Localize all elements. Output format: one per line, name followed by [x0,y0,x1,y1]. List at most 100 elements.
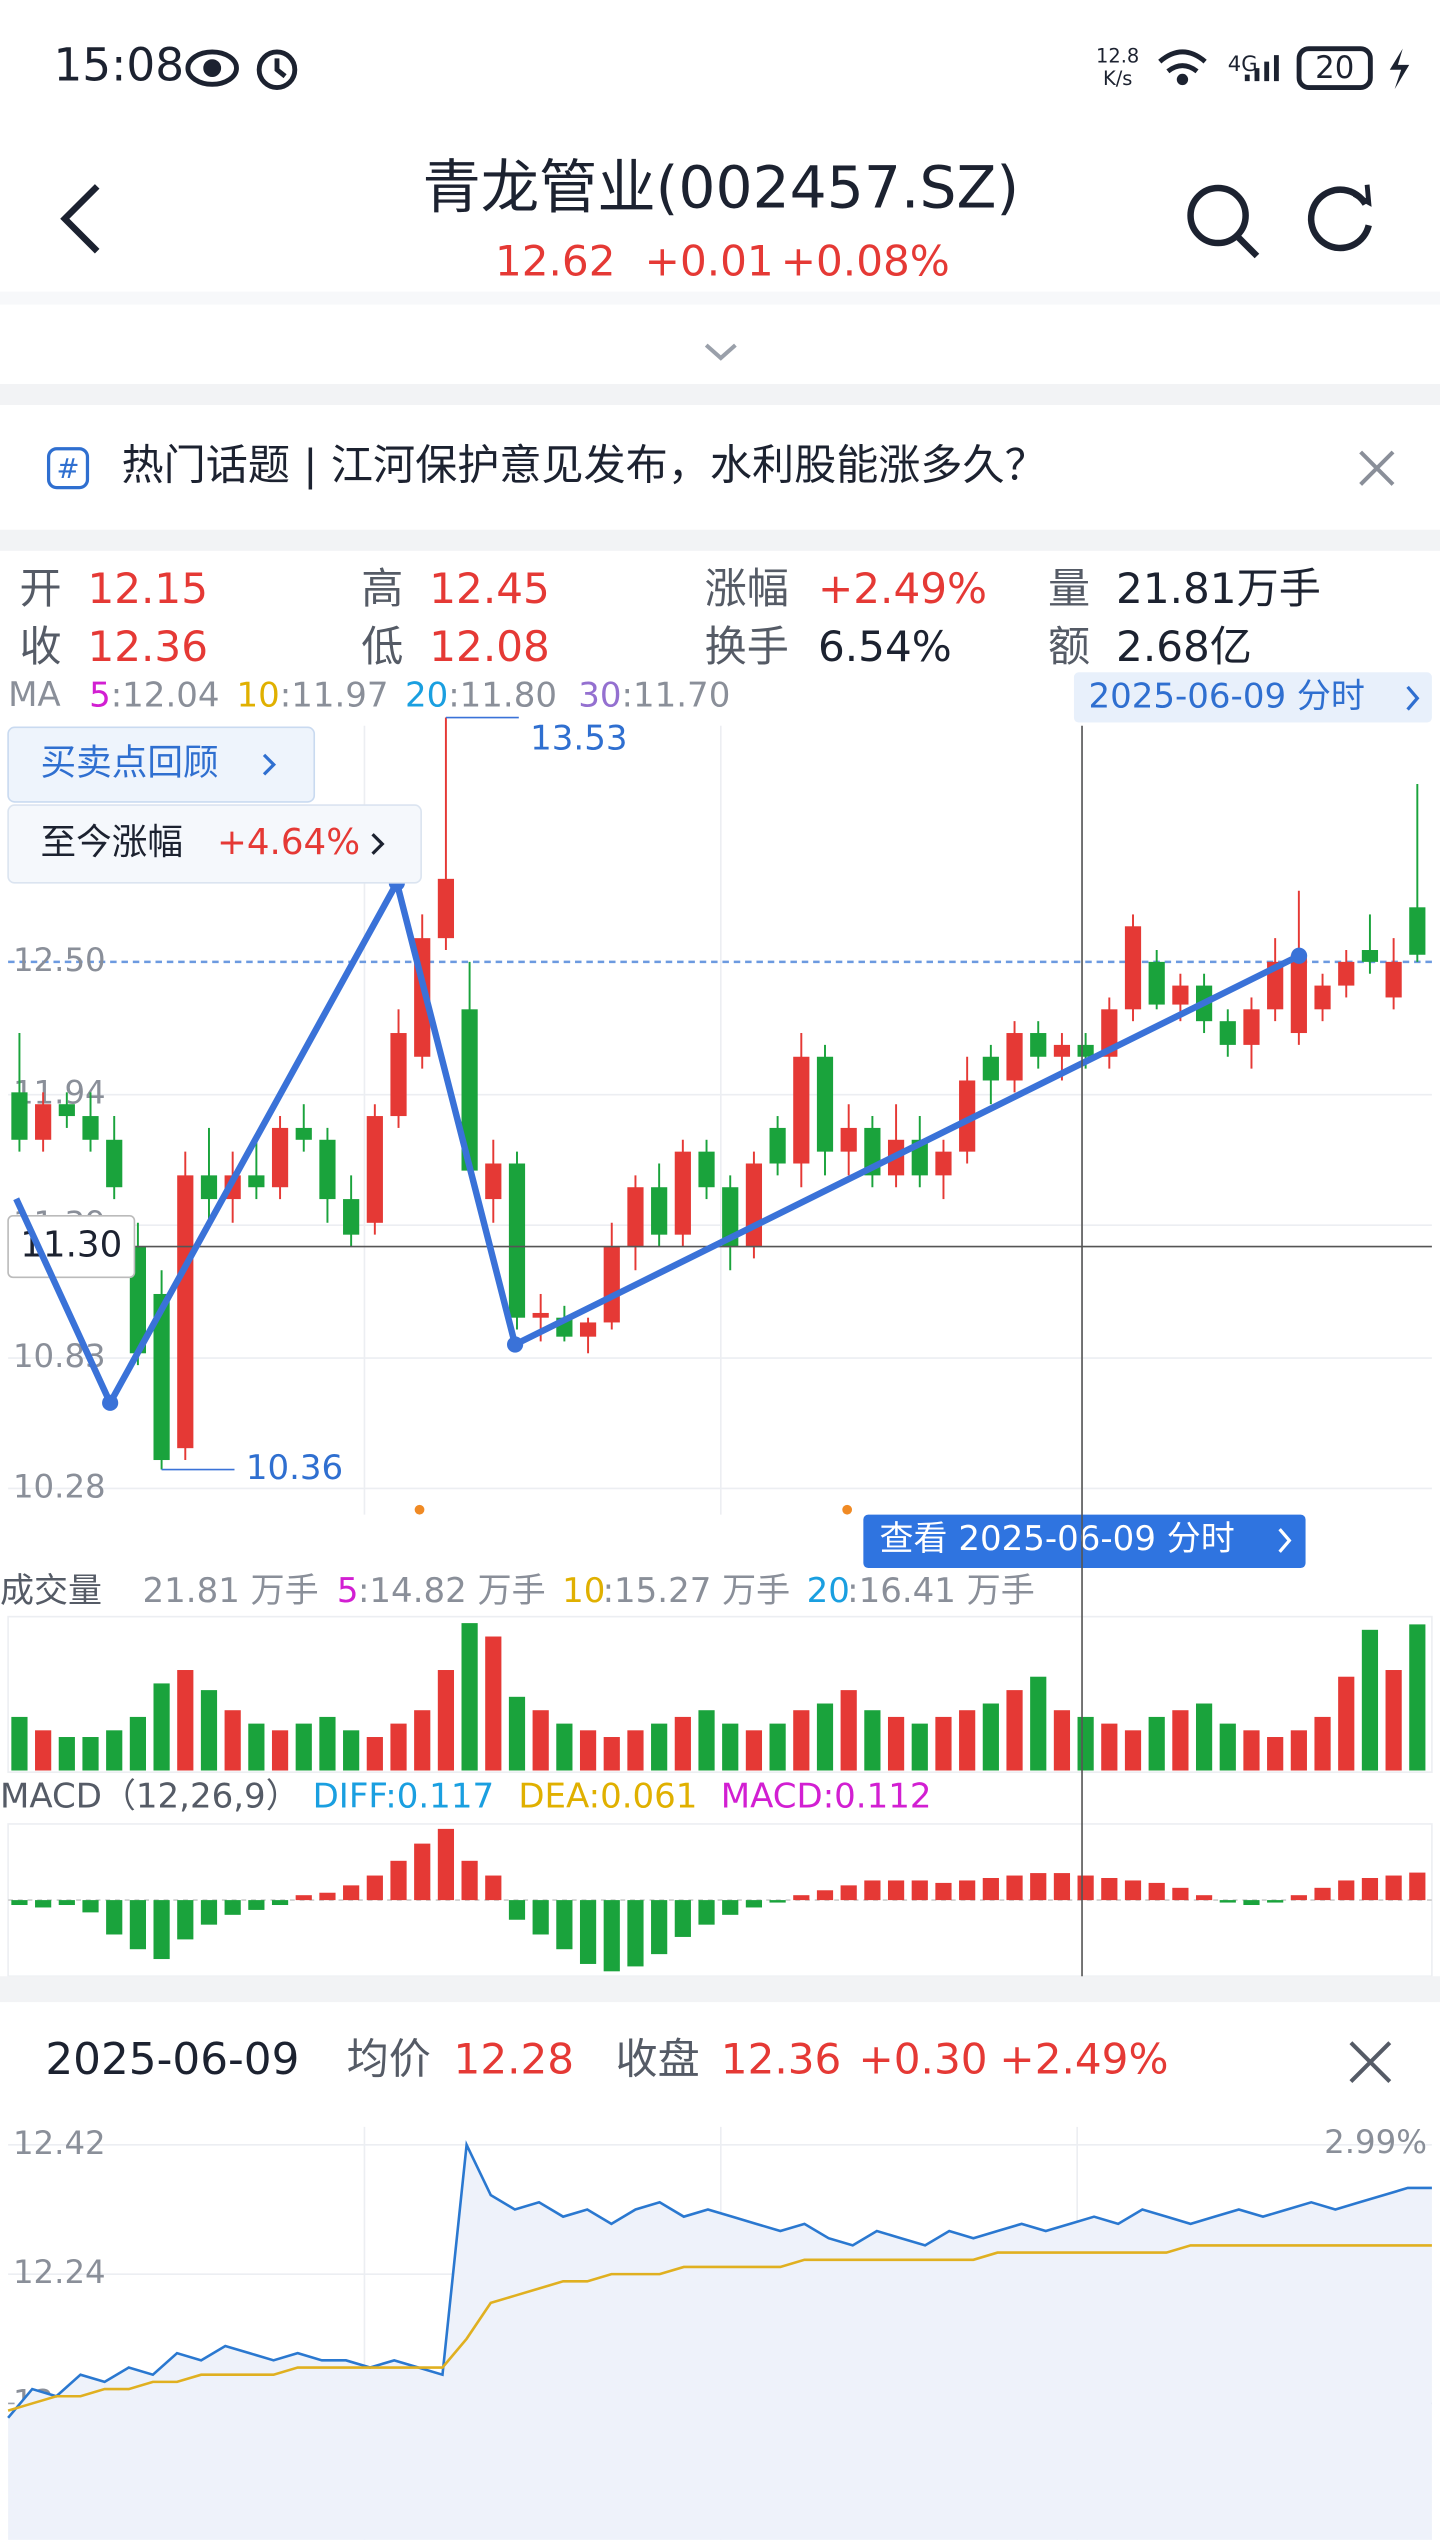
macd-bar [58,1900,75,1906]
volume-bar [437,1670,455,1771]
volume-label: 成交量 [0,1571,102,1611]
volume-bar [295,1723,312,1771]
macd-bar [911,1880,928,1901]
stat-value: 12.08 [429,622,550,671]
macd-bar [1172,1887,1189,1901]
macd-bar [319,1892,336,1901]
candle-body [745,1163,763,1247]
ma-item: 10:11.97 [236,675,388,715]
volume-bar [1290,1730,1307,1771]
header-price: 12.62 [495,237,616,286]
ma-value: :11.80 [448,675,557,715]
since-label[interactable]: 至今涨幅 [40,822,183,863]
candle-body [1172,985,1189,1005]
avg-line [7,2244,1432,2412]
ma-label: MA [8,675,61,715]
stat-label: 高 [361,564,403,613]
header-change: +0.01 [645,237,774,286]
candle-body [1314,985,1331,1010]
candle-body [461,1009,478,1171]
status-time: 15:08 [53,39,184,92]
refresh-button[interactable] [1307,184,1372,252]
volume-bar [485,1636,502,1771]
macd-bar [840,1885,857,1901]
price-area [8,2144,1432,2540]
macd-item: DEA:0.061 [518,1777,697,1817]
back-button[interactable] [60,184,100,254]
volume-bar [1267,1737,1284,1771]
date-button-text[interactable]: 2025-06-09 分时 [1089,677,1365,717]
view-intraday-text[interactable]: 查看 2025-06-09 分时 [880,1519,1235,1559]
stat-value: 12.45 [429,564,550,613]
candle-body [35,1104,52,1140]
review-button[interactable] [7,726,316,803]
status-icons [185,46,1410,90]
candle-body [1385,961,1402,998]
candle-body [366,1116,383,1223]
macd-bar [1361,1877,1379,1901]
volume-bar [82,1737,99,1771]
topic-icon-glyph: # [57,453,80,485]
since-button[interactable] [7,804,422,884]
candle-body [200,1175,218,1200]
stat-label: 换手 [705,622,789,671]
macd-bar [959,1880,976,1901]
candle-body [674,1151,691,1235]
volume-bar [343,1730,360,1771]
macd-bar [532,1900,549,1935]
candle-body [485,1163,502,1200]
review-button-text[interactable]: 买卖点回顾 [40,743,218,784]
intraday-close[interactable] [1349,2041,1392,2083]
candle-body [793,1056,810,1164]
banner-close[interactable] [1359,450,1395,486]
volume-bar [224,1710,241,1771]
stock-title: 青龙管业(002457.SZ) [422,153,1019,221]
high-label: 13.53 [530,719,627,759]
event-dot[interactable] [414,1504,425,1515]
search-button[interactable] [1187,184,1260,259]
volume-bar [911,1723,928,1771]
macd-bar [153,1900,170,1960]
volume-bar [1077,1716,1094,1771]
volume-bar [11,1716,28,1771]
macd-bar [864,1880,881,1901]
volume-bar [603,1737,620,1771]
volume-bar [769,1723,786,1771]
expand-chevron[interactable] [704,343,737,361]
volume-bar [366,1737,383,1771]
view-intraday-button[interactable] [863,1514,1306,1569]
volume-bar [461,1623,478,1771]
net-speed: 12.8 [1096,44,1139,67]
stat-value: +2.49% [818,564,987,613]
volume-current: 21.81 万手 [143,1571,319,1611]
y-tick-label: 12.24 [13,2253,106,2291]
since-value[interactable]: +4.64% [217,822,360,863]
volume-bar [319,1716,336,1771]
network-type: 4G [1228,51,1258,76]
macd-bar [248,1900,265,1910]
event-dot[interactable] [842,1504,853,1515]
banner-text[interactable]: 热门话题 | 江河保护意见发布，水利股能涨多久？ [121,441,1046,490]
volume-bar [200,1690,218,1771]
macd-bar [366,1875,383,1901]
volume-frame [7,1615,1433,1773]
candle-body [1267,961,1284,1010]
macd-bar [1243,1900,1260,1906]
candle-body [508,1163,526,1318]
divider [0,529,1440,551]
macd-bar [343,1885,360,1901]
ma-period: 5 [89,675,111,715]
candle-body [82,1116,99,1140]
candle-body [437,878,455,939]
volume-bar [722,1723,739,1771]
stat-label: 低 [361,622,403,671]
candle-body [1409,907,1426,955]
topic-icon [46,447,90,490]
volume-bar [248,1723,265,1771]
ma-value: :11.70 [622,675,731,715]
date-button[interactable] [1073,672,1432,723]
macd-bar [177,1900,194,1940]
candle-body [319,1139,336,1200]
